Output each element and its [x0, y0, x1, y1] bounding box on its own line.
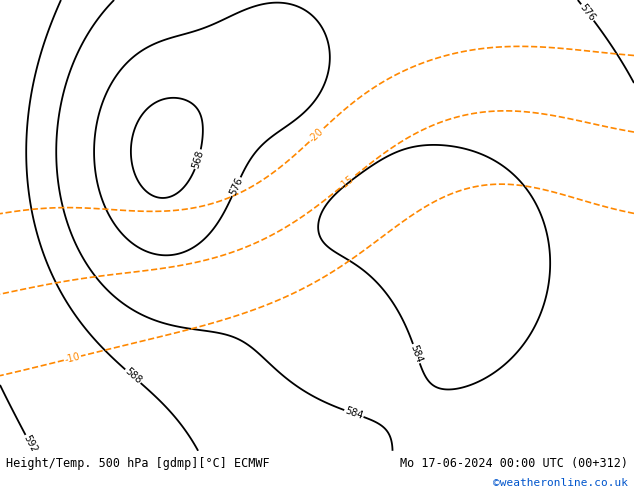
Text: Mo 17-06-2024 00:00 UTC (00+312): Mo 17-06-2024 00:00 UTC (00+312): [399, 457, 628, 469]
Text: 584: 584: [344, 406, 365, 421]
Text: 576: 576: [228, 176, 245, 197]
Text: Height/Temp. 500 hPa [gdmp][°C] ECMWF: Height/Temp. 500 hPa [gdmp][°C] ECMWF: [6, 457, 270, 469]
Text: -15: -15: [337, 173, 356, 191]
Text: -10: -10: [63, 351, 81, 365]
Text: 592: 592: [22, 434, 39, 455]
Text: 568: 568: [191, 149, 205, 170]
Text: -20: -20: [307, 126, 325, 145]
Text: 584: 584: [408, 343, 424, 364]
Text: 576: 576: [578, 2, 597, 23]
Text: ©weatheronline.co.uk: ©weatheronline.co.uk: [493, 478, 628, 488]
Text: 588: 588: [122, 367, 143, 386]
